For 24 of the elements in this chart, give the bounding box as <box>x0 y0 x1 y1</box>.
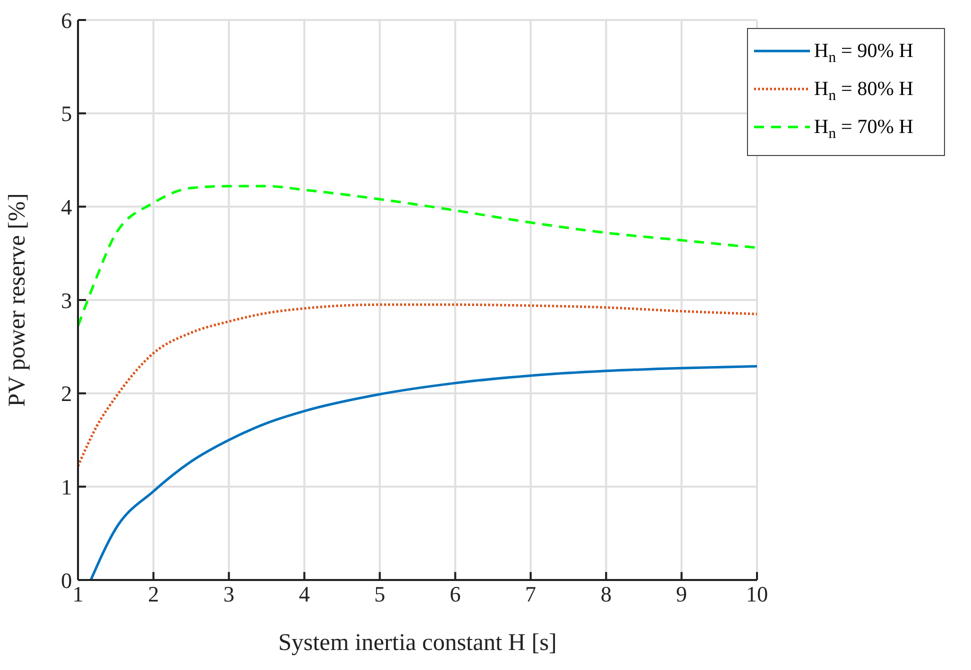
x-tick-label: 2 <box>148 582 159 607</box>
line-series <box>78 184 757 328</box>
y-tick-label: 0 <box>61 568 72 593</box>
x-tick-label: 5 <box>374 582 386 607</box>
y-tick-label: 4 <box>61 194 72 220</box>
x-axis-title: System inertia constant H [s] <box>278 630 557 656</box>
line-series <box>78 303 757 468</box>
legend-label: H$_{n}$ = 80% H <box>814 78 914 104</box>
x-tick-label: 7 <box>525 582 536 607</box>
y-tick-label: 5 <box>61 101 72 126</box>
y-tick-label: 6 <box>61 8 72 33</box>
y-tick-label: 3 <box>61 288 72 313</box>
line-series <box>90 365 757 580</box>
x-tick-label: 4 <box>298 582 310 607</box>
y-tick-label: 2 <box>61 381 72 406</box>
x-tick-label: 8 <box>600 582 612 607</box>
x-tick-label: 10 <box>746 582 768 607</box>
x-tick-label: 6 <box>450 582 461 607</box>
y-tick-label: 1 <box>61 474 72 500</box>
x-tick-label: 3 <box>223 582 234 607</box>
legend-label: H$_{n}$ = 90% H <box>814 40 914 66</box>
y-axis-title: PV power reserve [%] <box>4 193 31 407</box>
legend-label: H$_{n}$ = 70% H <box>814 116 914 142</box>
x-tick-label: 9 <box>676 582 688 607</box>
